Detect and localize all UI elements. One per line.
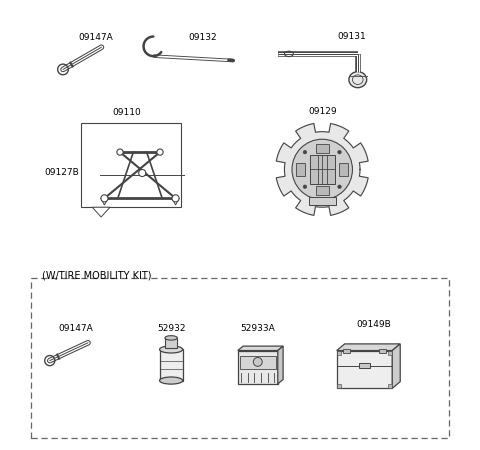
Ellipse shape bbox=[159, 377, 183, 384]
Bar bbox=[238, 351, 278, 384]
Circle shape bbox=[157, 149, 163, 155]
Text: 52932: 52932 bbox=[157, 324, 185, 333]
Bar bbox=[388, 384, 392, 388]
Bar bbox=[336, 351, 392, 388]
Polygon shape bbox=[101, 198, 108, 205]
Bar bbox=[159, 350, 183, 381]
Circle shape bbox=[292, 139, 352, 200]
Bar bbox=[339, 163, 348, 176]
Text: 09131: 09131 bbox=[338, 32, 367, 41]
Bar bbox=[343, 349, 350, 353]
Ellipse shape bbox=[165, 336, 177, 340]
Bar bbox=[336, 351, 341, 355]
Text: (W/TIRE MOBILITY KIT): (W/TIRE MOBILITY KIT) bbox=[42, 270, 152, 280]
Polygon shape bbox=[392, 344, 400, 388]
Bar bbox=[315, 144, 329, 153]
Bar bbox=[309, 197, 336, 205]
Polygon shape bbox=[278, 346, 283, 384]
Text: 09132: 09132 bbox=[188, 33, 216, 42]
Text: 52933A: 52933A bbox=[240, 324, 275, 333]
Ellipse shape bbox=[349, 72, 367, 88]
Circle shape bbox=[303, 150, 307, 154]
Bar bbox=[359, 363, 370, 368]
Circle shape bbox=[253, 357, 262, 366]
Text: 09147A: 09147A bbox=[58, 324, 93, 333]
Ellipse shape bbox=[159, 346, 183, 353]
Bar bbox=[165, 338, 177, 348]
Text: 09110: 09110 bbox=[112, 108, 141, 117]
Polygon shape bbox=[92, 207, 110, 217]
Circle shape bbox=[303, 185, 307, 189]
Bar bbox=[240, 356, 276, 369]
Text: 09129: 09129 bbox=[308, 107, 336, 116]
Circle shape bbox=[139, 170, 146, 176]
Circle shape bbox=[117, 149, 123, 155]
Circle shape bbox=[338, 150, 341, 154]
Polygon shape bbox=[172, 198, 179, 205]
Polygon shape bbox=[336, 344, 400, 351]
Bar bbox=[297, 163, 305, 176]
Polygon shape bbox=[238, 346, 283, 351]
Bar bbox=[31, 279, 449, 438]
Bar bbox=[379, 349, 386, 353]
Bar bbox=[81, 123, 181, 207]
Text: 09149B: 09149B bbox=[356, 320, 391, 329]
Circle shape bbox=[172, 195, 179, 202]
Bar bbox=[336, 384, 341, 388]
Bar bbox=[315, 186, 329, 195]
Polygon shape bbox=[276, 124, 368, 216]
Text: 09127B: 09127B bbox=[45, 168, 79, 177]
Bar bbox=[310, 155, 335, 184]
Text: 09147A: 09147A bbox=[78, 33, 113, 42]
Circle shape bbox=[338, 185, 341, 189]
Circle shape bbox=[101, 195, 108, 202]
Bar bbox=[388, 351, 392, 355]
